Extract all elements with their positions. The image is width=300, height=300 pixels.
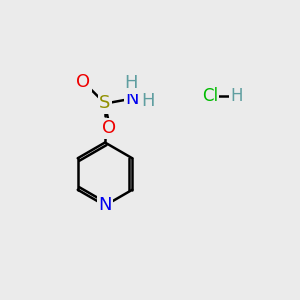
Text: Cl: Cl	[202, 87, 218, 105]
Text: H: H	[124, 74, 137, 92]
Text: O: O	[76, 73, 91, 91]
Text: H: H	[231, 87, 243, 105]
Text: S: S	[99, 94, 111, 112]
Text: N: N	[98, 196, 112, 214]
Text: O: O	[102, 119, 117, 137]
Text: N: N	[125, 90, 139, 108]
Text: H: H	[141, 92, 154, 110]
